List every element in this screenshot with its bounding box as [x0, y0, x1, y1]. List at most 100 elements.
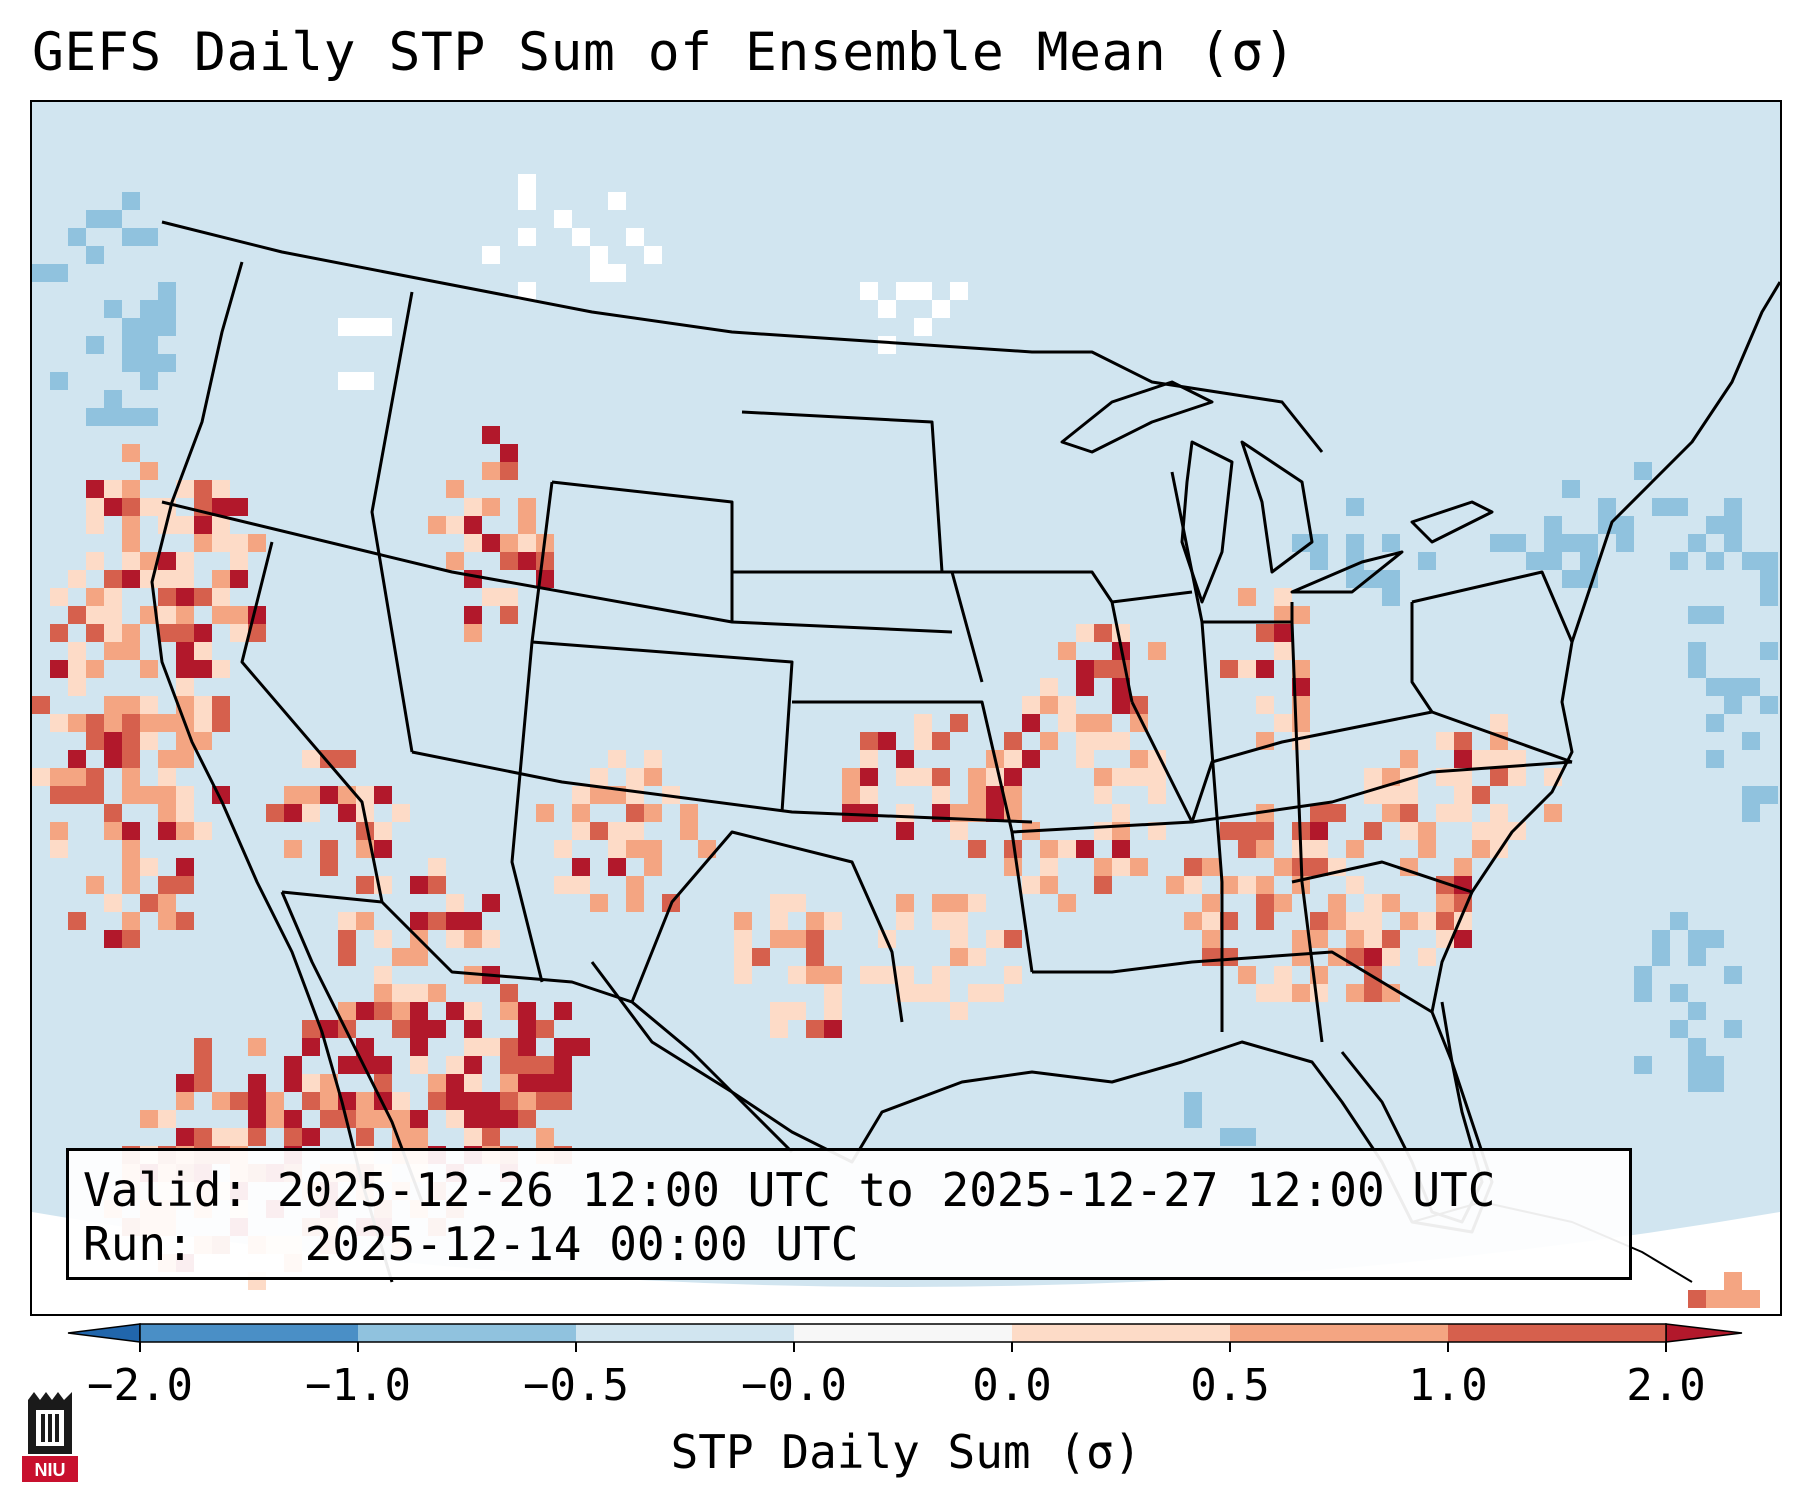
anomaly-cell	[1364, 570, 1382, 588]
anomaly-cell	[410, 1002, 428, 1020]
anomaly-cell	[626, 228, 644, 246]
anomaly-cell	[1382, 948, 1400, 966]
anomaly-cell	[140, 300, 158, 318]
anomaly-cell	[140, 462, 158, 480]
anomaly-cell	[1040, 840, 1058, 858]
anomaly-cell	[338, 750, 356, 768]
anomaly-cell	[1202, 930, 1220, 948]
anomaly-cell	[176, 642, 194, 660]
anomaly-cell	[194, 660, 212, 678]
anomaly-cell	[446, 552, 464, 570]
anomaly-cell	[1346, 534, 1364, 552]
anomaly-cell	[1688, 1056, 1706, 1074]
anomaly-cell	[248, 1038, 266, 1056]
anomaly-cell	[158, 876, 176, 894]
anomaly-cell	[374, 1056, 392, 1074]
anomaly-cell	[518, 282, 536, 300]
anomaly-cell	[1706, 930, 1724, 948]
colorbar	[67, 1323, 1743, 1352]
anomaly-cell	[104, 300, 122, 318]
anomaly-cell	[464, 534, 482, 552]
anomaly-cell	[482, 426, 500, 444]
anomaly-cell	[176, 570, 194, 588]
anomaly-cell	[104, 894, 122, 912]
anomaly-cell	[140, 714, 158, 732]
anomaly-cell	[482, 462, 500, 480]
anomaly-cell	[518, 228, 536, 246]
anomaly-cell	[590, 786, 608, 804]
anomaly-cell	[644, 246, 662, 264]
anomaly-cell	[302, 1128, 320, 1146]
colorbar-tick-label: −0.0	[741, 1360, 847, 1411]
anomaly-cell	[86, 876, 104, 894]
anomaly-cell	[86, 516, 104, 534]
colorbar-bin	[794, 1324, 1012, 1342]
lake-erie	[1290, 550, 1404, 594]
anomaly-cell	[392, 1110, 410, 1128]
anomaly-cell	[122, 570, 140, 588]
anomaly-cell	[1670, 552, 1688, 570]
anomaly-cell	[1256, 984, 1274, 1002]
anomaly-cell	[104, 570, 122, 588]
map-panel[interactable]	[30, 100, 1782, 1316]
anomaly-cell	[734, 948, 752, 966]
anomaly-cell	[68, 642, 86, 660]
anomaly-cell	[626, 894, 644, 912]
anomaly-cell	[176, 804, 194, 822]
anomaly-cell	[554, 210, 572, 228]
anomaly-cell	[176, 912, 194, 930]
anomaly-cell	[1058, 894, 1076, 912]
anomaly-cell	[518, 1092, 536, 1110]
anomaly-cell	[1004, 966, 1022, 984]
anomaly-cell	[212, 714, 230, 732]
state-line	[1411, 570, 1574, 643]
anomaly-cell	[122, 768, 140, 786]
anomaly-cell	[212, 696, 230, 714]
map-canvas[interactable]	[32, 102, 1780, 1314]
anomaly-cell	[896, 282, 914, 300]
anomaly-cell	[122, 480, 140, 498]
anomaly-cell	[1490, 534, 1508, 552]
anomaly-cell	[482, 1038, 500, 1056]
anomaly-cell	[1706, 1290, 1724, 1308]
anomaly-cell	[104, 408, 122, 426]
anomaly-cell	[86, 498, 104, 516]
anomaly-cell	[878, 732, 896, 750]
anomaly-cell	[158, 912, 176, 930]
state-line	[240, 541, 384, 903]
anomaly-cell	[1346, 984, 1364, 1002]
anomaly-cell	[1436, 894, 1454, 912]
anomaly-cell	[914, 318, 932, 336]
anomaly-cell	[68, 768, 86, 786]
anomaly-cell	[464, 570, 482, 588]
anomaly-cell	[482, 930, 500, 948]
anomaly-cell	[230, 570, 248, 588]
anomaly-cell	[230, 1128, 248, 1146]
anomaly-cell	[356, 372, 374, 390]
anomaly-cell	[140, 498, 158, 516]
anomaly-cell	[158, 354, 176, 372]
anomaly-cell	[1580, 534, 1598, 552]
anomaly-cell	[104, 606, 122, 624]
anomaly-cell	[1760, 552, 1778, 570]
anomaly-cell	[86, 606, 104, 624]
anomaly-cell	[1688, 948, 1706, 966]
anomaly-cell	[518, 174, 536, 192]
anomaly-cell	[1382, 894, 1400, 912]
anomaly-cell	[1148, 822, 1166, 840]
anomaly-cell	[122, 750, 140, 768]
anomaly-cell	[878, 966, 896, 984]
anomaly-cell	[1382, 570, 1400, 588]
anomaly-cell	[590, 768, 608, 786]
anomaly-cell	[302, 1020, 320, 1038]
anomaly-cell	[1724, 678, 1742, 696]
state-line	[741, 410, 944, 573]
anomaly-cell	[968, 786, 986, 804]
anomaly-cell	[410, 1128, 428, 1146]
state-line	[1190, 710, 1573, 823]
anomaly-cell	[572, 786, 590, 804]
anomaly-cell	[824, 912, 842, 930]
anomaly-cell	[86, 336, 104, 354]
anomaly-cell	[392, 1002, 410, 1020]
anomaly-cell	[230, 606, 248, 624]
